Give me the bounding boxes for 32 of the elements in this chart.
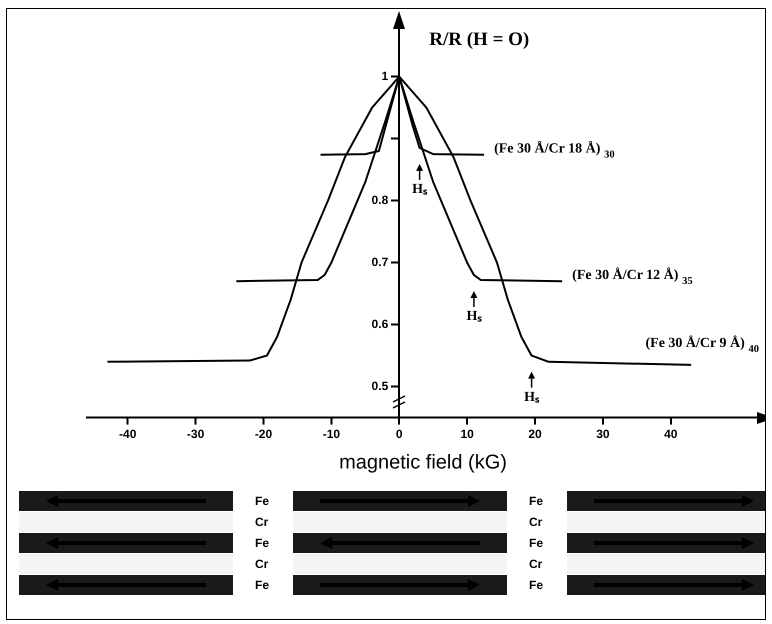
text: Cr [529, 557, 542, 571]
x-tick-label: 0 [396, 427, 403, 442]
x-tick-label: -30 [186, 427, 205, 442]
x-tick-label: 10 [460, 427, 474, 442]
x-tick-label: -10 [322, 427, 340, 442]
text: Fe [529, 578, 544, 592]
text: Fe [529, 494, 544, 508]
y-tick-label: 0.8 [372, 192, 389, 207]
text: Fe [529, 536, 544, 550]
x-tick-label: 30 [596, 427, 610, 442]
text: Cr [255, 515, 268, 529]
x-tick-label: 40 [664, 427, 678, 442]
text: Cr [529, 515, 542, 529]
y-tick-label: 0.6 [372, 316, 389, 331]
series-label: (Fe 30 Å/Cr 18 Å) 30 [494, 140, 615, 161]
annotation: Hₛ [410, 182, 430, 197]
series-label: (Fe 30 Å/Cr 9 Å) 40 [645, 334, 759, 355]
text: Fe [255, 536, 270, 550]
y-tick-label: 0.7 [372, 254, 389, 269]
y-tick-label: 0.5 [372, 378, 389, 393]
text: Cr [255, 557, 268, 571]
text: Fe [255, 494, 270, 508]
x-tick-label: -40 [119, 427, 137, 442]
series-label: (Fe 30 Å/Cr 12 Å) 35 [572, 267, 693, 288]
x-axis-title: magnetic field (kG) [339, 452, 507, 474]
text: Fe [255, 578, 270, 592]
x-tick-label: 20 [528, 427, 542, 442]
annotation: Hₛ [464, 309, 484, 324]
y-axis-title: R/R (H = O) [429, 29, 530, 50]
x-tick-label: -20 [254, 427, 272, 442]
annotation: Hₛ [522, 390, 542, 405]
y-tick-label: 1 [382, 68, 389, 83]
